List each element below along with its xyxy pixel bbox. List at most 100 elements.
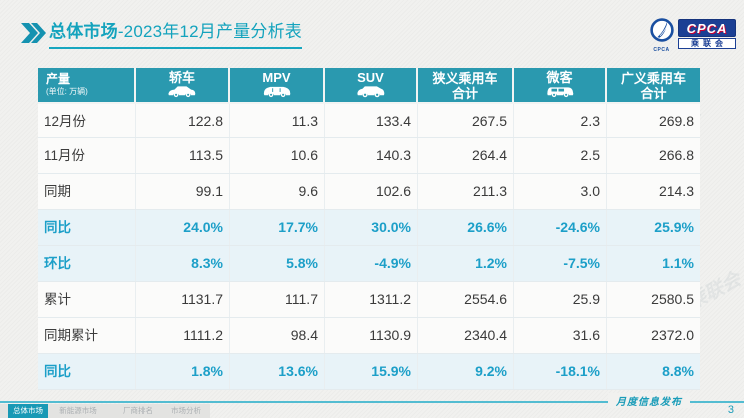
cell-value: 11.3 xyxy=(230,104,325,137)
cell-value: 17.7% xyxy=(230,210,325,245)
table-row-prior-cumulative: 同期累计 1111.2 98.4 1130.9 2340.4 31.6 2372… xyxy=(38,318,700,354)
cell-value: 2554.6 xyxy=(418,282,514,317)
table-row-november: 11月份 113.5 10.6 140.3 264.4 2.5 266.8 xyxy=(38,138,700,174)
column-title: 微客 xyxy=(546,70,573,85)
cell-value: 10.6 xyxy=(230,138,325,173)
double-chevron-icon xyxy=(21,23,46,43)
row-label: 同比 xyxy=(38,354,136,389)
column-header-production: 产量 (单位: 万辆) xyxy=(38,68,136,102)
page-title-rest: -2023年12月产量分析表 xyxy=(117,22,303,41)
title-bar: 总体市场-2023年12月产量分析表 xyxy=(20,20,303,49)
mpv-icon xyxy=(230,85,323,99)
cell-value: 8.3% xyxy=(136,246,230,281)
cell-value: 1311.2 xyxy=(325,282,418,317)
footer-tab-bar: 总体市场 新能源市场 厂商排名 市场分析 xyxy=(0,404,210,418)
column-header-broad-pv-total: 广义乘用车 合计 xyxy=(607,68,700,102)
column-title: 狭义乘用车 xyxy=(432,71,498,86)
cell-value: 1131.7 xyxy=(136,282,230,317)
cpca-emblem-icon: CPCA xyxy=(648,17,675,53)
cpca-logo-en: CPCA xyxy=(678,19,736,37)
row-label: 同期 xyxy=(38,174,136,209)
monthly-release-note: 月度信息发布 xyxy=(608,393,690,408)
column-header-microvan: 微客 xyxy=(514,68,607,102)
page-number: 3 xyxy=(727,404,734,416)
cell-value: 15.9% xyxy=(325,354,418,389)
cell-value: 25.9% xyxy=(654,219,694,235)
cell-value: 2340.4 xyxy=(418,318,514,353)
column-title: MPV xyxy=(262,70,291,85)
cell-value: 24.0% xyxy=(136,210,230,245)
tab-nev-market[interactable]: 新能源市场 xyxy=(59,406,97,415)
microvan-icon xyxy=(514,85,605,99)
column-title-line2: 合计 xyxy=(640,86,667,101)
cell-value: 102.6 xyxy=(325,174,418,209)
cell-value: 111.7 xyxy=(230,282,325,317)
column-title: SUV xyxy=(357,70,384,85)
tab-market-analysis[interactable]: 市场分析 xyxy=(171,406,201,415)
row-label: 同期累计 xyxy=(38,318,136,353)
cell-value: 13.6% xyxy=(230,354,325,389)
cell-value: 1111.2 xyxy=(136,318,230,353)
table-header-row: 产量 (单位: 万辆) 轿车 MPV SUV 狭义乘用车 合计 微客 xyxy=(38,68,700,102)
cell-value: 1130.9 xyxy=(325,318,418,353)
row-label: 同比 xyxy=(38,210,136,245)
cell-value: 9.2% xyxy=(418,354,514,389)
cell-value: 266.8 xyxy=(658,147,694,163)
row-label: 环比 xyxy=(38,246,136,281)
cell-value: 267.5 xyxy=(418,104,514,137)
cpca-logo: CPCA CPCA 乘联会 xyxy=(648,14,738,54)
cell-value: 2.5 xyxy=(514,138,607,173)
cell-value: -7.5% xyxy=(514,246,607,281)
tab-overall-market[interactable]: 总体市场 xyxy=(8,404,48,418)
column-title: 广义乘用车 xyxy=(620,71,686,86)
column-header-suv: SUV xyxy=(325,68,418,102)
column-title: 产量 xyxy=(46,72,71,86)
table-row-cumulative: 累计 1131.7 111.7 1311.2 2554.6 25.9 2580.… xyxy=(38,282,700,318)
cell-value: 1.1% xyxy=(662,255,694,271)
column-subtitle: (单位: 万辆) xyxy=(46,87,88,96)
cell-value: 9.6 xyxy=(230,174,325,209)
cell-value: 1.8% xyxy=(136,354,230,389)
sedan-icon xyxy=(136,85,228,99)
cpca-emblem-label: CPCA xyxy=(653,47,670,53)
cell-value: 25.9 xyxy=(514,282,607,317)
page-title: 总体市场-2023年12月产量分析表 xyxy=(49,20,303,49)
suv-icon xyxy=(325,85,416,99)
cell-value: -18.1% xyxy=(514,354,607,389)
column-title-line2: 合计 xyxy=(451,86,478,101)
row-label: 累计 xyxy=(38,282,136,317)
tab-manufacturer-ranking[interactable]: 厂商排名 xyxy=(123,406,153,415)
cell-value: 2372.0 xyxy=(651,327,694,343)
row-label: 11月份 xyxy=(38,138,136,173)
cell-value: 214.3 xyxy=(658,183,694,199)
cell-value: 140.3 xyxy=(325,138,418,173)
cell-value: 122.8 xyxy=(136,104,230,137)
cell-value: 3.0 xyxy=(514,174,607,209)
cell-value: 269.8 xyxy=(658,113,694,129)
cell-value: 113.5 xyxy=(136,138,230,173)
production-table: 产量 (单位: 万辆) 轿车 MPV SUV 狭义乘用车 合计 微客 xyxy=(38,68,700,390)
cell-value: 99.1 xyxy=(136,174,230,209)
row-label: 12月份 xyxy=(38,104,136,137)
cell-value: 98.4 xyxy=(230,318,325,353)
cell-value: 211.3 xyxy=(418,174,514,209)
footer-divider-line xyxy=(0,401,744,403)
cell-value: 1.2% xyxy=(418,246,514,281)
column-header-mpv: MPV xyxy=(230,68,325,102)
table-row-cumulative-yoy: 同比 1.8% 13.6% 15.9% 9.2% -18.1% 8.8% xyxy=(38,354,700,390)
cell-value: -24.6% xyxy=(514,210,607,245)
cell-value: 2580.5 xyxy=(651,291,694,307)
cell-value: 31.6 xyxy=(514,318,607,353)
cell-value: 8.8% xyxy=(662,363,694,379)
table-body: 12月份 122.8 11.3 133.4 267.5 2.3 269.8 11… xyxy=(38,102,700,390)
cell-value: 30.0% xyxy=(325,210,418,245)
cell-value: 133.4 xyxy=(325,104,418,137)
table-row-mom: 环比 8.3% 5.8% -4.9% 1.2% -7.5% 1.1% xyxy=(38,246,700,282)
cpca-logo-text: CPCA 乘联会 xyxy=(678,19,736,49)
cell-value: 2.3 xyxy=(514,104,607,137)
column-header-sedan: 轿车 xyxy=(136,68,230,102)
cell-value: 5.8% xyxy=(230,246,325,281)
table-row-december: 12月份 122.8 11.3 133.4 267.5 2.3 269.8 xyxy=(38,102,700,138)
cell-value: 264.4 xyxy=(418,138,514,173)
cell-value: -4.9% xyxy=(325,246,418,281)
